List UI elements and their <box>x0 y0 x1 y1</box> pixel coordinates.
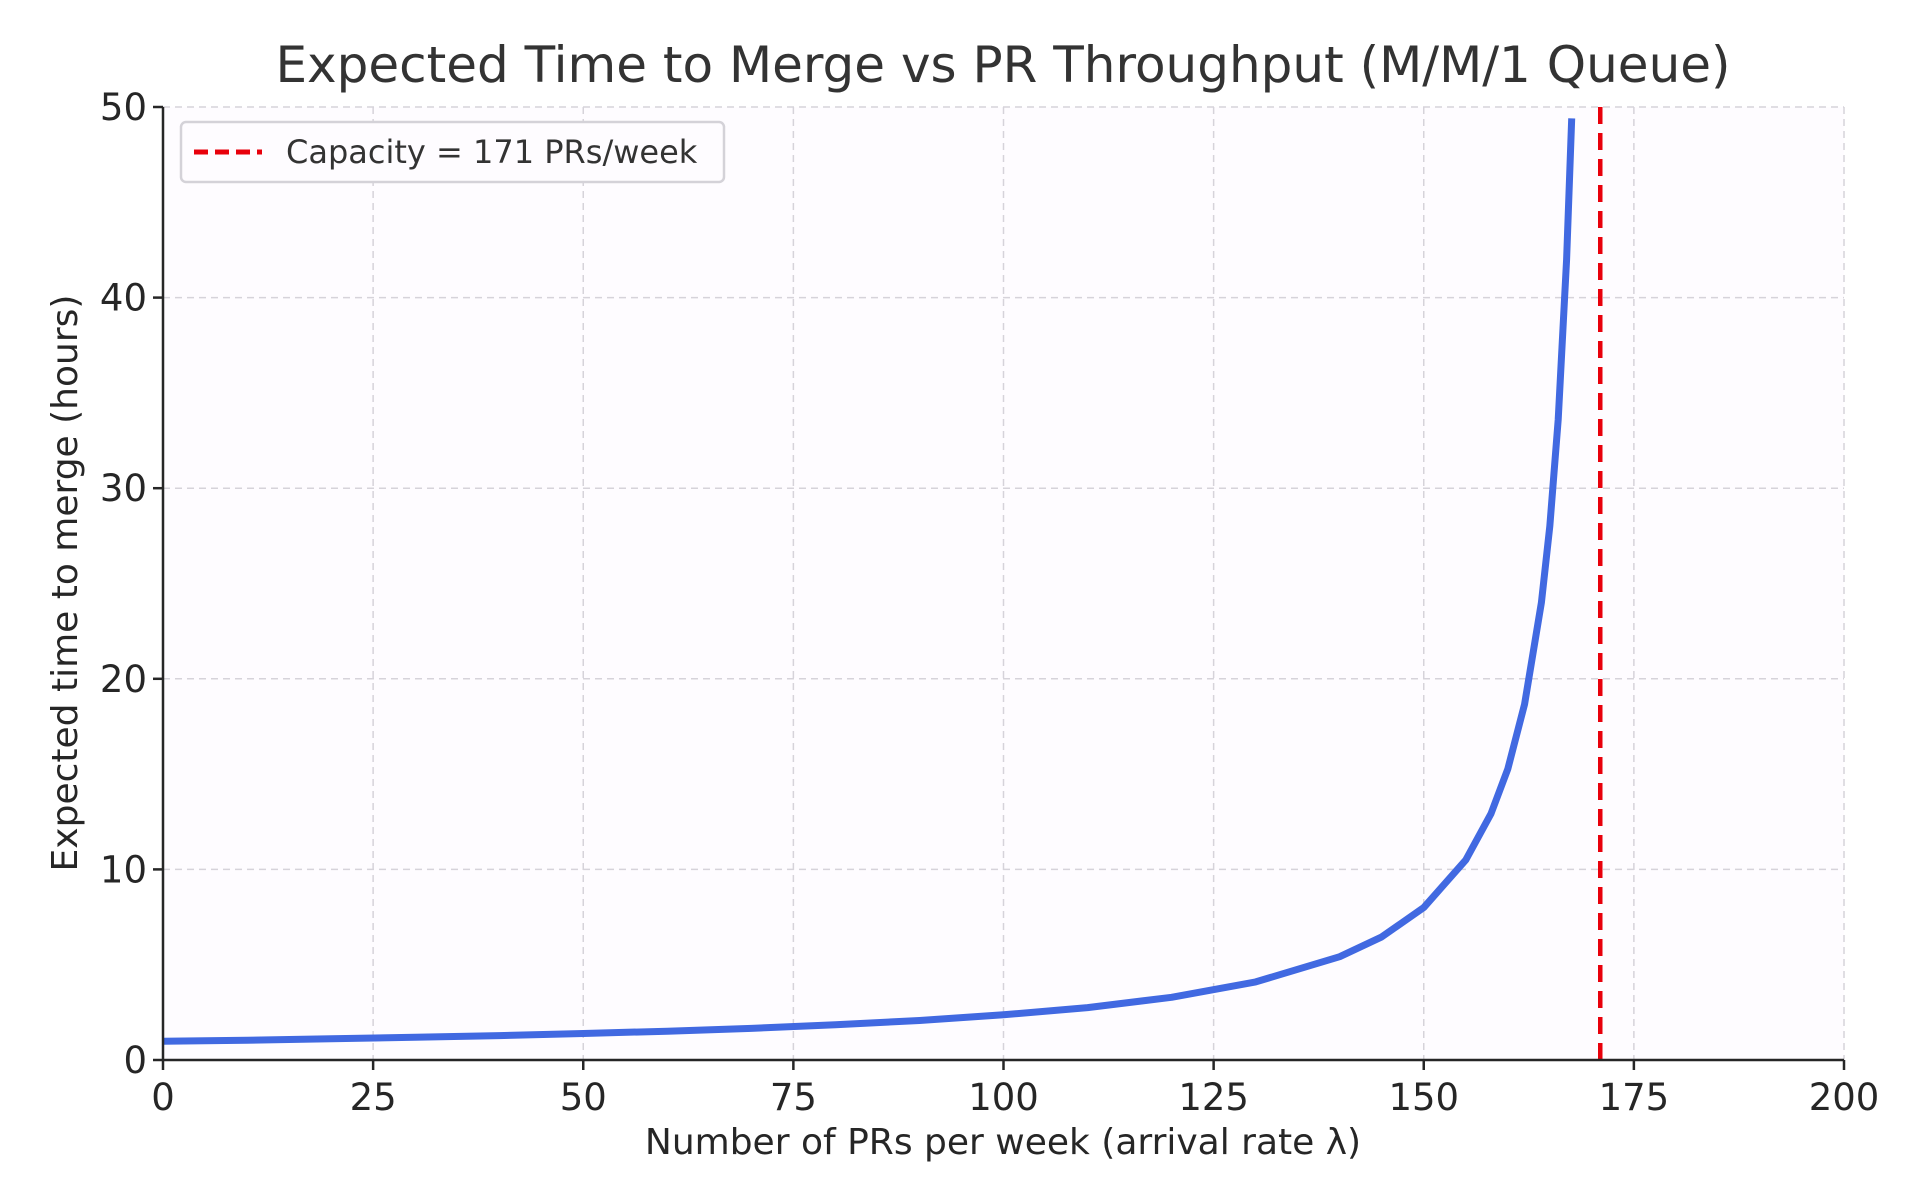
x-tick-label: 100 <box>968 1076 1039 1119</box>
y-tick-label: 50 <box>100 86 147 129</box>
x-tick-label: 75 <box>770 1076 817 1119</box>
grid <box>163 106 1845 1060</box>
y-tick-label: 40 <box>100 277 147 320</box>
x-tick-label: 50 <box>560 1076 607 1119</box>
legend: Capacity = 171 PRs/week <box>179 120 726 184</box>
x-axis-label: Number of PRs per week (arrival rate λ) <box>645 1122 1361 1163</box>
x-tick-label: 25 <box>350 1076 397 1119</box>
series <box>162 118 1576 1045</box>
y-tick-label: 10 <box>100 848 147 891</box>
legend-label: Capacity = 171 PRs/week <box>286 133 698 171</box>
y-tick-label: 0 <box>123 1039 147 1082</box>
legend-box <box>179 120 726 184</box>
x-tick-label: 175 <box>1599 1076 1670 1119</box>
series-line <box>162 118 1576 1045</box>
y-tick-label: 30 <box>100 467 147 510</box>
chart-title: Expected Time to Merge vs PR Throughput … <box>275 36 1730 94</box>
x-tick-label: 125 <box>1178 1076 1249 1119</box>
x-tick-label: 0 <box>151 1076 175 1119</box>
y-axis-label: Expected time to merge (hours) <box>45 295 86 872</box>
ticks: 0 25 50 75 100 125 150 175 200 0 10 20 30 40 50 <box>100 86 1879 1119</box>
x-tick-label: 150 <box>1388 1076 1459 1119</box>
x-tick-label: 200 <box>1809 1076 1880 1119</box>
y-tick-label: 20 <box>100 658 147 701</box>
